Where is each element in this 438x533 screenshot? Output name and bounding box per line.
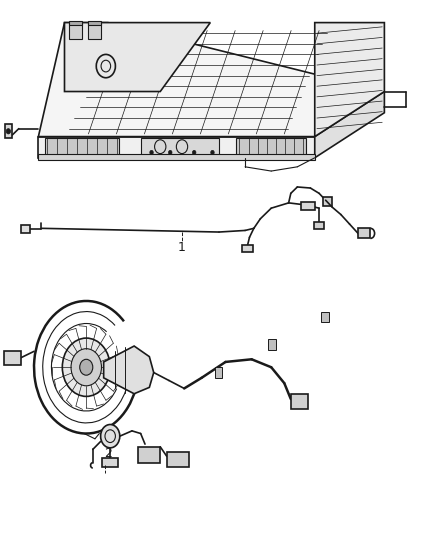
Polygon shape [315, 22, 385, 136]
Polygon shape [69, 22, 82, 38]
Polygon shape [323, 197, 332, 206]
Polygon shape [4, 351, 21, 365]
Circle shape [101, 424, 120, 448]
Polygon shape [237, 138, 306, 155]
Circle shape [169, 150, 172, 155]
Polygon shape [5, 124, 12, 138]
Polygon shape [321, 312, 329, 322]
Polygon shape [102, 458, 118, 467]
Polygon shape [138, 447, 160, 463]
Polygon shape [39, 22, 385, 136]
Circle shape [211, 150, 214, 155]
Polygon shape [291, 394, 308, 409]
Polygon shape [358, 228, 371, 238]
Circle shape [80, 359, 93, 375]
Circle shape [62, 338, 110, 397]
Text: 1: 1 [178, 241, 186, 254]
Polygon shape [104, 346, 154, 394]
Polygon shape [88, 22, 102, 38]
Polygon shape [167, 452, 188, 467]
Polygon shape [314, 222, 324, 229]
Polygon shape [39, 154, 315, 160]
Polygon shape [242, 245, 253, 252]
Polygon shape [45, 138, 119, 155]
Polygon shape [268, 340, 276, 350]
Circle shape [6, 128, 11, 134]
Polygon shape [69, 21, 82, 25]
Circle shape [192, 150, 196, 155]
Polygon shape [301, 202, 315, 210]
Circle shape [150, 150, 153, 155]
Polygon shape [88, 21, 102, 25]
Polygon shape [39, 136, 315, 158]
Polygon shape [315, 92, 385, 158]
Polygon shape [64, 22, 210, 92]
Polygon shape [141, 138, 219, 155]
Text: 2: 2 [104, 447, 112, 459]
Circle shape [71, 349, 102, 386]
Polygon shape [215, 367, 223, 378]
Polygon shape [21, 225, 30, 233]
